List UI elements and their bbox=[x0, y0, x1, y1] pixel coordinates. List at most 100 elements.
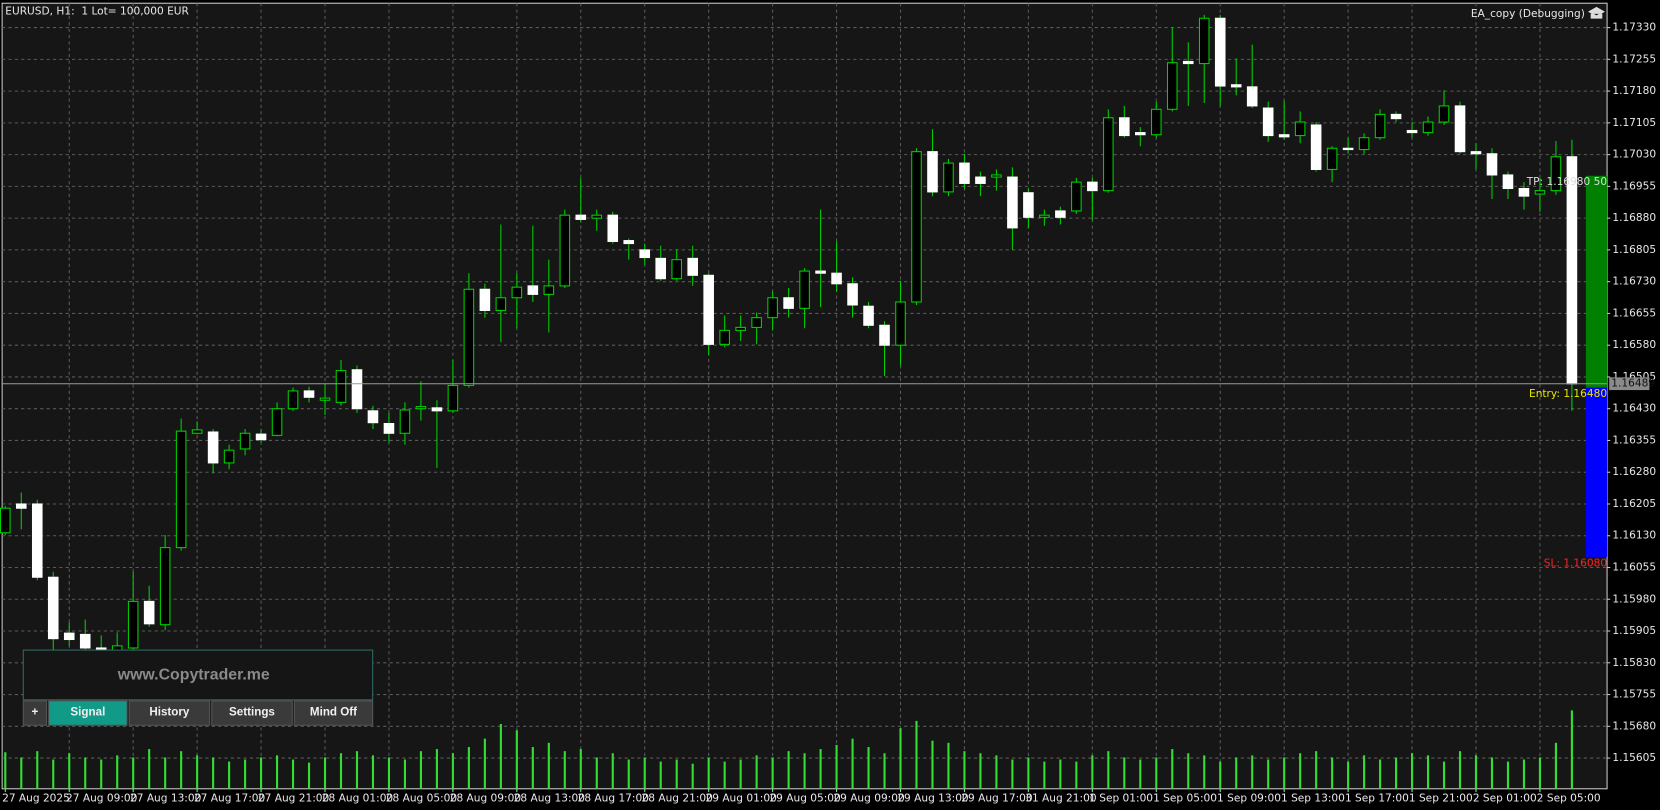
y-tick-label: 1.16205 bbox=[1612, 498, 1656, 510]
candle-body bbox=[767, 297, 778, 319]
y-tick-label: 1.17030 bbox=[1612, 149, 1656, 161]
y-tick-label: 1.16580 bbox=[1612, 339, 1656, 351]
candle-body bbox=[911, 151, 922, 303]
candle-body bbox=[175, 430, 187, 549]
candle-body bbox=[1406, 129, 1418, 134]
tp-zone bbox=[1585, 175, 1608, 388]
x-tick-label: 29 Aug 01:00 bbox=[706, 792, 778, 804]
y-tick-label: 1.16730 bbox=[1612, 276, 1656, 288]
candle-body bbox=[943, 162, 954, 193]
y-tick-label: 1.15830 bbox=[1612, 657, 1656, 669]
candle-body bbox=[383, 422, 395, 434]
candle-body bbox=[1566, 156, 1578, 385]
x-tick-label: 1 Sep 09:00 bbox=[1217, 792, 1281, 804]
y-tick-label: 1.16955 bbox=[1612, 180, 1656, 192]
candle-body bbox=[1230, 84, 1242, 88]
candle-body bbox=[1390, 113, 1402, 120]
candle-body bbox=[831, 272, 842, 285]
panel-button-label[interactable]: Settings bbox=[229, 706, 275, 719]
candle-body bbox=[511, 286, 523, 299]
y-tick-label: 1.15680 bbox=[1612, 720, 1656, 732]
panel-button[interactable] bbox=[211, 700, 293, 726]
last-price-label: 1.16489 bbox=[1611, 378, 1655, 390]
candle-body bbox=[1214, 17, 1226, 87]
candle-body bbox=[1550, 156, 1562, 192]
panel-button-label[interactable]: Mind Off bbox=[310, 706, 357, 719]
candle-body bbox=[1039, 214, 1050, 218]
candle-body bbox=[863, 305, 874, 326]
panel-button[interactable] bbox=[293, 700, 374, 726]
panel-button-label[interactable]: Signal bbox=[70, 706, 105, 719]
candle-body bbox=[1454, 105, 1466, 153]
candle-body bbox=[223, 449, 235, 464]
candle-body bbox=[815, 270, 826, 274]
candle-body bbox=[271, 408, 283, 436]
candle-body bbox=[207, 431, 219, 464]
site-label: www.Copytrader.me bbox=[117, 667, 270, 684]
y-tick-label: 1.16355 bbox=[1612, 434, 1656, 446]
x-tick-label: 28 Aug 13:00 bbox=[514, 792, 586, 804]
chart-title: EURUSD, H1: 1 Lot= 100,000 EUR bbox=[5, 6, 189, 18]
candle-body bbox=[991, 174, 1002, 178]
candle-body bbox=[303, 390, 315, 398]
y-tick-label: 1.15905 bbox=[1612, 625, 1656, 637]
candle-body bbox=[1278, 134, 1290, 138]
panel-button-label[interactable]: History bbox=[149, 706, 190, 719]
candle-body bbox=[783, 297, 794, 309]
x-tick-label: 28 Aug 01:00 bbox=[322, 792, 394, 804]
candle-body bbox=[1119, 117, 1130, 137]
panel-button-label[interactable]: + bbox=[32, 706, 39, 719]
panel-button[interactable] bbox=[48, 700, 128, 726]
candle-body bbox=[431, 407, 443, 412]
candle-body bbox=[655, 257, 667, 280]
candle-body bbox=[1150, 108, 1162, 136]
x-tick-label: 27 Aug 09:00 bbox=[66, 792, 138, 804]
candle-body bbox=[287, 390, 299, 410]
candle-body bbox=[335, 370, 347, 403]
copytrader-panel: www.Copytrader.me + Signal History Settings… bbox=[22, 649, 374, 726]
y-tick-label: 1.15605 bbox=[1612, 752, 1656, 764]
candle-body bbox=[559, 214, 571, 287]
candle-body bbox=[607, 214, 619, 242]
panel-box bbox=[22, 649, 374, 701]
expert-icon bbox=[1588, 6, 1605, 19]
x-tick-label: 29 Aug 13:00 bbox=[897, 792, 969, 804]
candle-body bbox=[687, 257, 698, 276]
y-tick-label: 1.16880 bbox=[1612, 212, 1656, 224]
candle-body bbox=[1071, 181, 1082, 212]
candle-body bbox=[447, 384, 459, 412]
y-tick-label: 1.16130 bbox=[1612, 530, 1656, 542]
y-tick-label: 1.16430 bbox=[1612, 403, 1656, 415]
candle-body bbox=[1422, 121, 1434, 134]
tp-label: TP: 1.16980 50 bbox=[1526, 176, 1608, 188]
x-tick-label: 29 Aug 05:00 bbox=[769, 792, 841, 804]
panel-button[interactable] bbox=[22, 700, 48, 726]
candle-body bbox=[47, 576, 59, 640]
x-tick-label: 1 Sep 01:00 bbox=[1089, 792, 1153, 804]
y-tick-label: 1.16655 bbox=[1612, 307, 1656, 319]
x-tick-label: 27 Aug 2025 bbox=[2, 792, 70, 804]
candle-body bbox=[1087, 181, 1098, 192]
candle-body bbox=[959, 162, 970, 184]
candle-body bbox=[895, 301, 906, 346]
candles bbox=[0, 14, 1578, 668]
candle-body bbox=[1326, 147, 1338, 170]
last-price-box bbox=[1609, 377, 1650, 391]
candle-body bbox=[1374, 113, 1386, 139]
candle-body bbox=[671, 259, 682, 280]
candle-body bbox=[927, 151, 938, 193]
panel-button[interactable] bbox=[128, 700, 211, 726]
candle-body bbox=[879, 324, 890, 346]
y-tick-label: 1.17180 bbox=[1612, 85, 1656, 97]
entry-label: Entry: 1.16480 bbox=[1529, 388, 1607, 400]
candle-body bbox=[703, 274, 714, 345]
candle-body bbox=[1342, 147, 1354, 151]
sl-zone bbox=[1585, 387, 1608, 557]
x-tick-label: 29 Aug 17:00 bbox=[961, 792, 1033, 804]
candle-body bbox=[1023, 192, 1034, 218]
x-tick-label: 28 Aug 21:00 bbox=[642, 792, 714, 804]
y-tick-label: 1.16805 bbox=[1612, 244, 1656, 256]
x-tick-label: 1 Sep 05:00 bbox=[1153, 792, 1217, 804]
x-tick-label: 31 Aug 21:00 bbox=[1025, 792, 1097, 804]
